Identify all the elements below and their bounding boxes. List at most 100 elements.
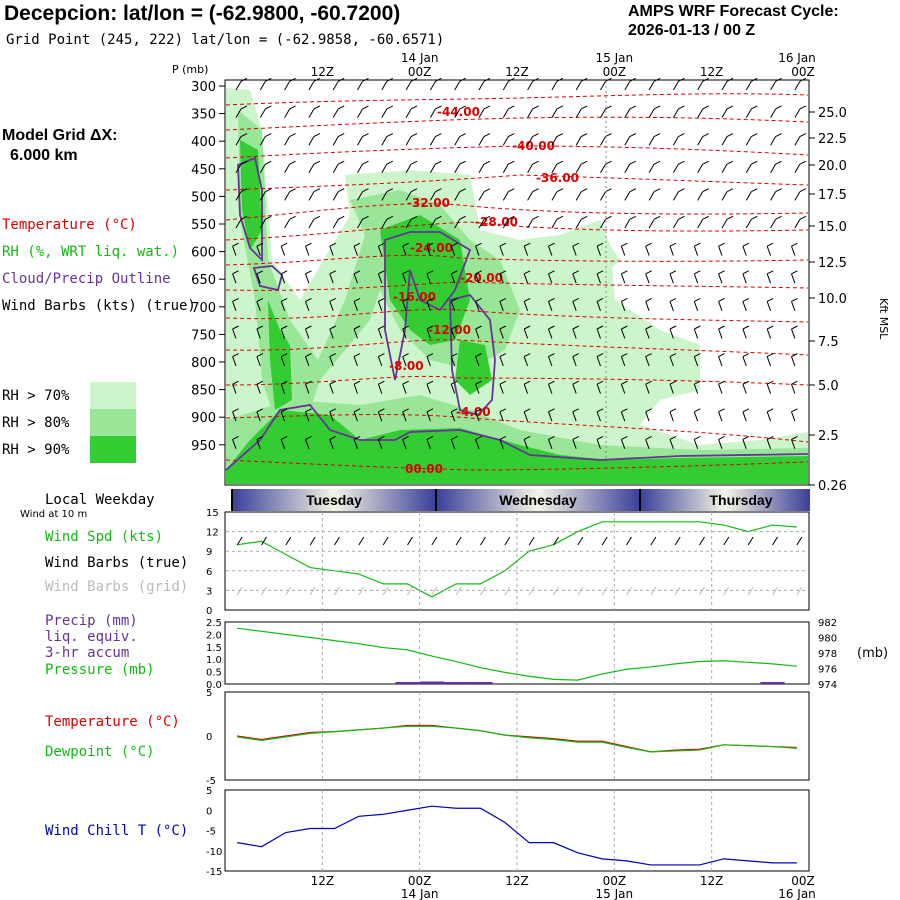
wind-barb: [284, 191, 291, 201]
wind-barb-flag: [289, 160, 296, 165]
wind-barb: [742, 273, 747, 284]
wind-barb-flag: [791, 325, 798, 330]
wind-barb: [256, 273, 261, 284]
wind-barb: [718, 411, 723, 422]
wind-barb-flag: [645, 380, 652, 385]
wind-barb: [791, 328, 796, 339]
temp-label-6: -24.00: [410, 241, 453, 255]
wind-barb: [596, 439, 601, 449]
wind-barb: [648, 136, 655, 146]
wind-barb: [475, 439, 480, 449]
wind-barb: [620, 439, 626, 449]
wind-barb-flag: [256, 380, 264, 385]
forecast-cycle: AMPS WRF Forecast Cycle: 2026-01-13 / 00…: [628, 2, 839, 40]
precip-bar: [395, 682, 420, 684]
legend-cloud: Cloud/Precip Outline: [2, 271, 171, 287]
wind-barb: [600, 163, 606, 174]
wind-barb: [527, 81, 534, 91]
legend-rh: RH (%, WRT liq. wat.): [2, 244, 180, 260]
wind-barb: [259, 81, 266, 91]
day-band-thursday: [640, 489, 810, 511]
surface-barb: [455, 536, 462, 546]
wind-barb-flag: [459, 133, 466, 137]
wind-barb-flag: [329, 297, 337, 302]
wind-barb: [353, 328, 358, 339]
wind-barb-flag: [596, 242, 604, 247]
wind-barb: [232, 301, 237, 311]
cloud-outline-3: [384, 231, 472, 381]
surface-barb: [480, 536, 486, 546]
wind-barb: [499, 301, 504, 311]
temp-label-9: -12.00: [428, 323, 471, 337]
wind-barb-flag: [265, 160, 272, 165]
wind-barb-flag: [483, 133, 491, 137]
wind-barb-flag: [580, 77, 588, 82]
wind-barb-flag: [702, 215, 709, 220]
wind-barb-flag: [305, 408, 312, 413]
wind-barb: [405, 191, 412, 201]
wind-barb: [235, 163, 242, 174]
grid-barb: [480, 586, 486, 596]
bottom-date-1: 15 Jan: [596, 887, 634, 900]
wind-barb: [329, 246, 334, 256]
wind-barb-flag: [726, 77, 734, 82]
wind-barb-flag: [791, 242, 798, 247]
wind-barb: [454, 191, 461, 201]
chill-tick--15: -15: [206, 867, 222, 878]
wind-barb-flag: [353, 435, 361, 440]
wind-barb-flag: [483, 160, 491, 165]
wind-barb-flag: [572, 270, 580, 275]
wind-barb: [693, 384, 699, 394]
wind-barb-flag: [775, 133, 782, 137]
wind-barb: [718, 328, 723, 339]
wind-barb-flag: [629, 215, 637, 220]
wind-barb-flag: [378, 353, 385, 358]
wind-barb: [454, 81, 461, 91]
wind-barb-flag: [621, 408, 628, 413]
wind-barb-flag: [653, 215, 661, 220]
wind-barb: [232, 439, 237, 449]
wind-barb: [669, 273, 674, 284]
wind-barb-flag: [329, 353, 337, 358]
wind-barb-flag: [256, 297, 264, 302]
wind-barb-flag: [386, 215, 394, 220]
wind-barb-flag: [726, 133, 734, 137]
wind-barb-flag: [265, 188, 272, 193]
wind-barb: [766, 439, 772, 449]
wind-barb-flag: [451, 325, 458, 330]
wind-barb: [381, 191, 388, 201]
wind-barb-flag: [766, 325, 774, 330]
wind-barb: [475, 273, 480, 284]
day-band-tuesday: [232, 489, 436, 511]
wind-barb: [353, 273, 358, 284]
precip-bar: [760, 682, 785, 684]
wind-barb: [527, 219, 534, 229]
wind-barb: [697, 81, 704, 91]
wind-barb-flag: [791, 353, 798, 358]
wind-barb: [280, 411, 286, 422]
wind-barb-flag: [766, 242, 774, 247]
wind-barb: [693, 411, 699, 422]
wind-barb-flag: [329, 325, 337, 330]
wind-barb-flag: [653, 188, 661, 193]
wind-barb: [381, 81, 388, 91]
grid-barb: [553, 586, 559, 596]
wind-barb-flag: [313, 77, 321, 82]
wind-barb: [329, 384, 334, 394]
wind-barb: [357, 219, 363, 229]
wind-barb-flag: [775, 105, 782, 110]
wind-barb-flag: [523, 353, 531, 358]
wind-barb-flag: [678, 77, 685, 82]
wind-barb: [450, 246, 456, 256]
bottom-time-3: 00Z: [603, 874, 627, 888]
wind-barb: [499, 411, 504, 422]
wind-barb: [305, 356, 310, 367]
weekday-sub: Wind at 10 m: [20, 509, 88, 520]
wind-barb-flag: [475, 353, 482, 358]
wind-barb-flag: [742, 297, 750, 302]
wind-barb-flag: [232, 242, 239, 247]
wind-barb: [329, 328, 334, 339]
wind-barb: [645, 328, 650, 339]
wind-barb-flag: [240, 105, 248, 110]
